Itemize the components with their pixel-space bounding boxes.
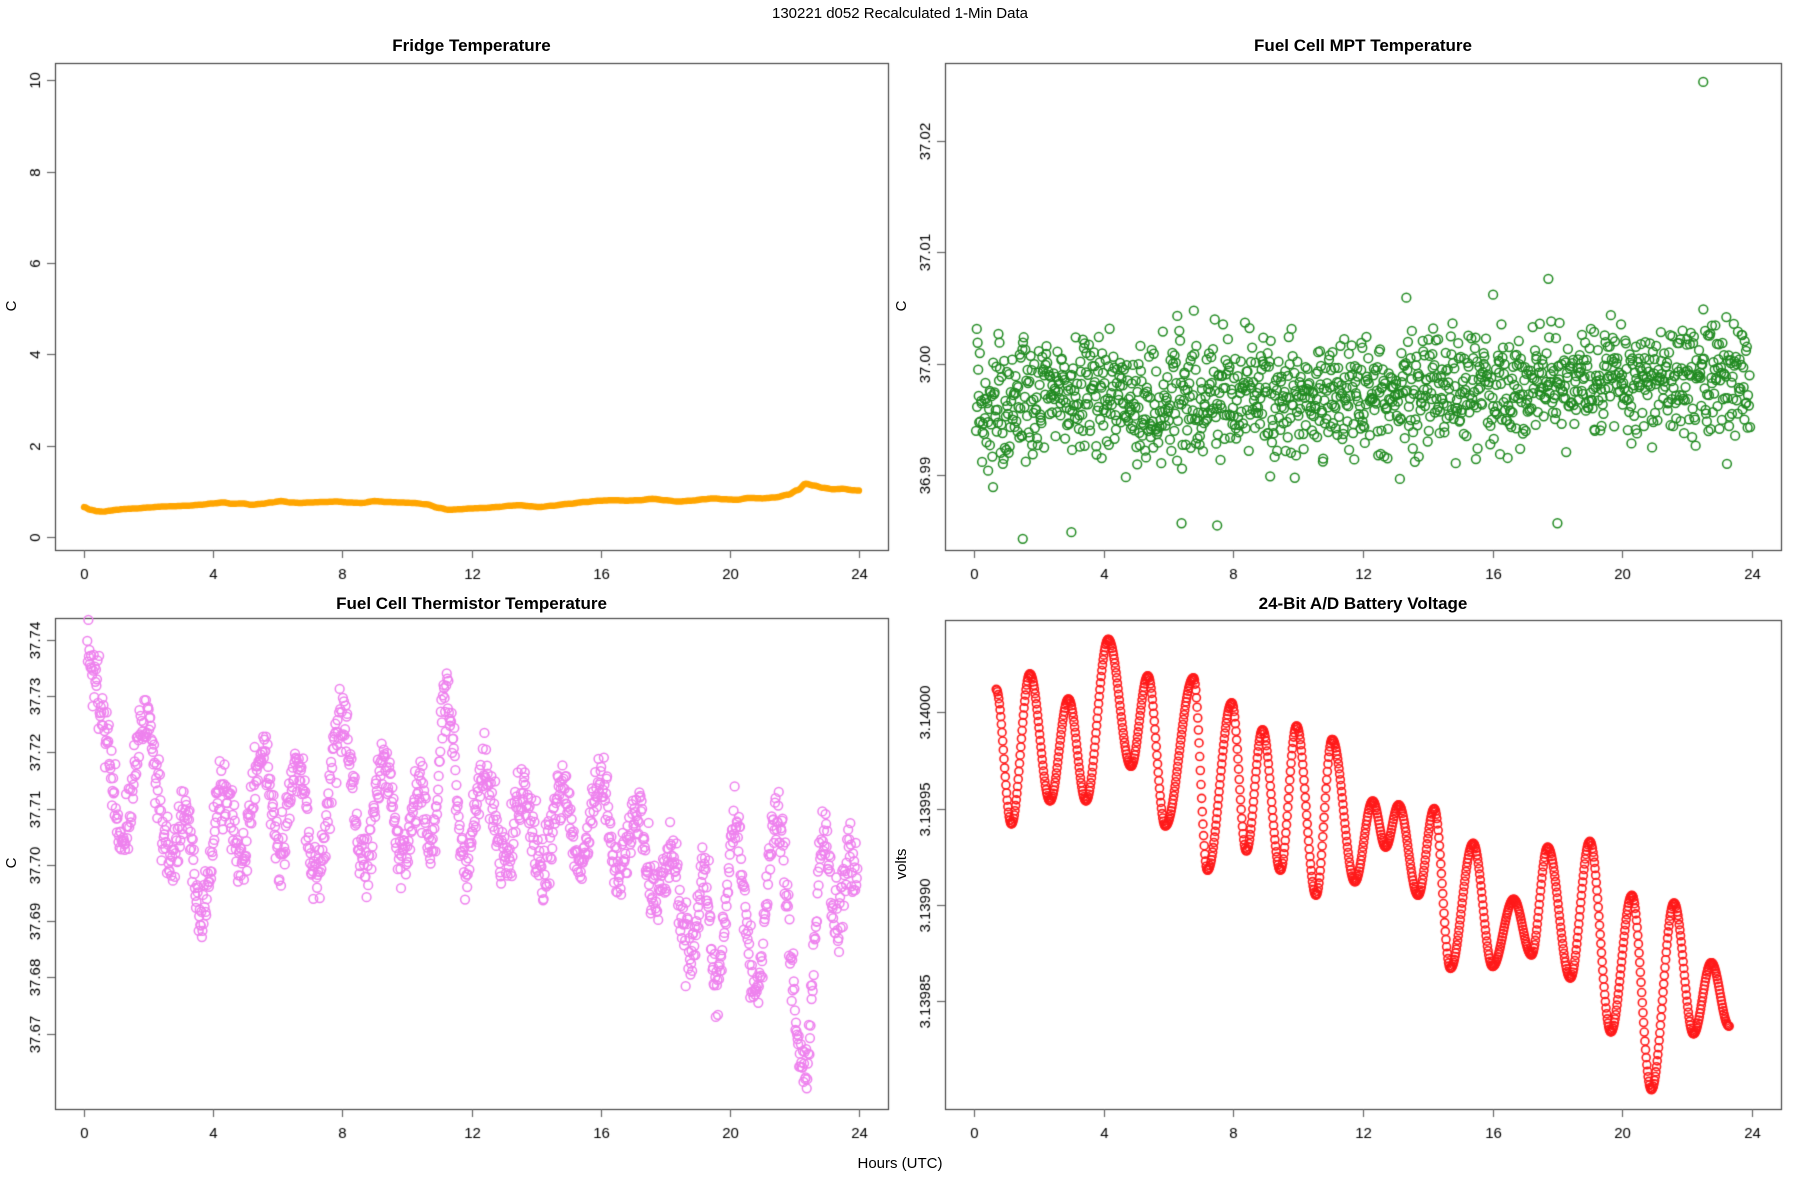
y-axis-label-fridge: C (3, 300, 20, 312)
panel-title-voltage: 24-Bit A/D Battery Voltage (1258, 594, 1468, 613)
panel-fuel-cell-mpt-temperature (900, 28, 1800, 603)
battery-voltage-canvas (900, 588, 1800, 1173)
panel-title-mpt: Fuel Cell MPT Temperature (1254, 36, 1472, 55)
y-axis-label-voltage: volts (893, 848, 910, 880)
fuel-cell-thermistor-canvas (0, 588, 900, 1173)
panel-title-fridge: Fridge Temperature (392, 36, 551, 55)
x-axis-label: Hours (UTC) (857, 1155, 943, 1172)
panel-battery-voltage (900, 588, 1800, 1173)
panel-fridge-temperature (0, 28, 900, 603)
fuel-cell-mpt-canvas (900, 28, 1800, 603)
fridge-temperature-canvas (0, 28, 900, 603)
main-title: 130221 d052 Recalculated 1-Min Data (771, 5, 1028, 22)
y-axis-label-thermistor: C (3, 857, 20, 869)
y-axis-label-mpt: C (893, 300, 910, 312)
panel-title-thermistor: Fuel Cell Thermistor Temperature (336, 594, 607, 613)
panel-fuel-cell-thermistor-temperature (0, 588, 900, 1173)
